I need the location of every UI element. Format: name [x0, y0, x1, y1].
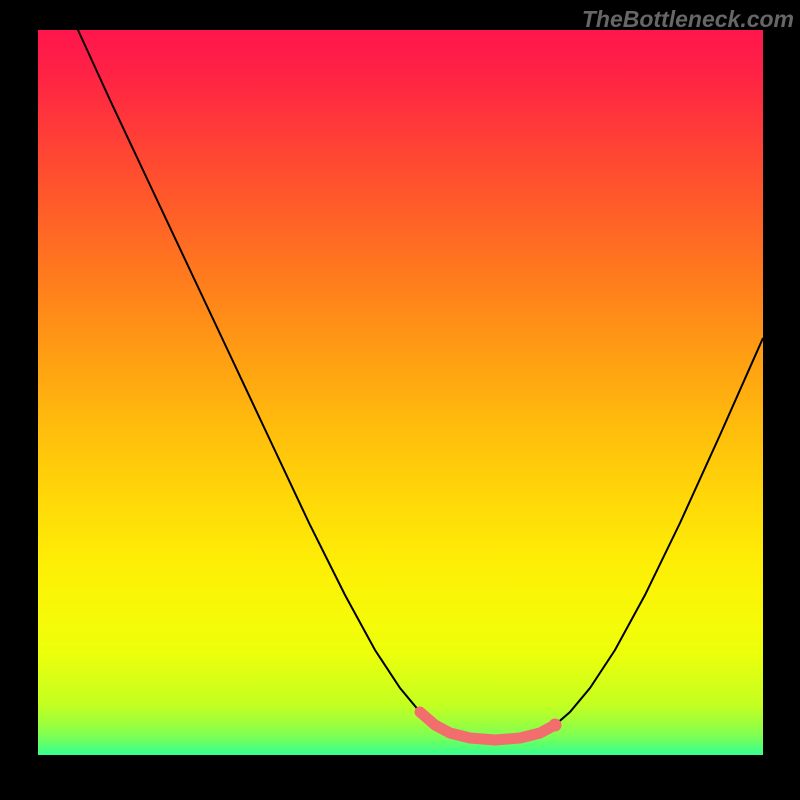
watermark-text: TheBottleneck.com — [0, 6, 800, 33]
bottleneck-curve — [0, 0, 800, 800]
chart-container: TheBottleneck.com — [0, 0, 800, 800]
